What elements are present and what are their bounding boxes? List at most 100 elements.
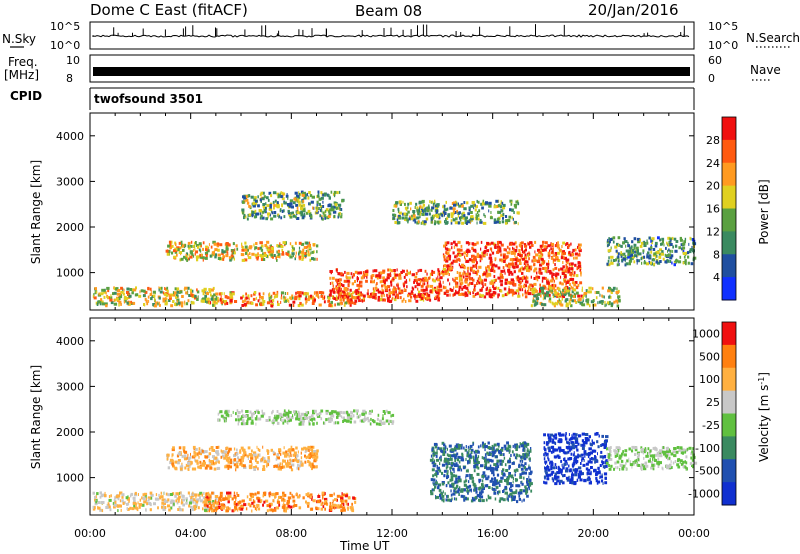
velocity-cell <box>181 494 184 498</box>
power-cell <box>217 296 219 300</box>
velocity-cell <box>589 442 591 446</box>
velocity-cell <box>491 446 495 450</box>
power-cell <box>226 244 228 248</box>
power-cell <box>106 296 109 299</box>
power-cell <box>638 259 641 263</box>
power-cell <box>501 220 505 224</box>
power-cell <box>356 296 360 300</box>
power-cell <box>341 290 345 294</box>
power-cell <box>144 294 146 298</box>
power-cell <box>543 248 547 252</box>
velocity-cell <box>572 464 574 468</box>
velocity-cell <box>491 467 495 471</box>
velocity-cell <box>588 435 591 439</box>
velocity-cell <box>134 491 137 495</box>
power-cell <box>335 278 338 282</box>
power-cell <box>544 293 548 297</box>
velocity-cell <box>291 493 293 497</box>
power-cell <box>571 253 574 256</box>
power-cell <box>570 274 572 278</box>
power-cell <box>152 290 156 294</box>
power-cell <box>197 295 199 299</box>
power-cell <box>568 300 571 304</box>
power-cell <box>414 275 418 279</box>
power-cell <box>169 246 172 250</box>
velocity-cell <box>454 464 458 467</box>
power-cell <box>320 196 324 200</box>
power-cell <box>403 212 407 216</box>
power-cell <box>397 210 400 213</box>
power-cell <box>410 207 412 211</box>
power-cell <box>544 266 548 270</box>
velocity-cell <box>581 432 585 436</box>
power-cell <box>301 254 304 258</box>
power-cell <box>276 258 278 262</box>
power-cell <box>555 301 557 305</box>
velocity-cell <box>508 494 511 498</box>
power-cell <box>334 303 336 307</box>
velocity-cell <box>271 493 275 497</box>
velocity-cell <box>453 489 456 493</box>
power-cell <box>473 255 477 259</box>
power-cell <box>190 291 192 295</box>
power-cell <box>553 258 557 262</box>
power-cell <box>507 268 511 272</box>
power-cell <box>176 253 178 257</box>
power-cell <box>480 281 483 285</box>
velocity-cell <box>554 441 556 445</box>
power-cell <box>565 263 567 267</box>
velocity-cell <box>94 495 96 499</box>
power-cell <box>118 300 122 304</box>
velocity-cell <box>281 497 283 501</box>
power-cell <box>519 280 522 284</box>
velocity-cell <box>549 433 554 437</box>
power-cell <box>616 304 620 308</box>
power-cell <box>444 272 448 276</box>
power-cell <box>615 258 617 262</box>
velocity-cell <box>104 491 106 495</box>
velocity-cell <box>117 509 119 513</box>
power-cell <box>543 296 546 300</box>
velocity-cell <box>489 466 493 470</box>
power-cell <box>463 201 466 204</box>
power-cell <box>484 246 487 250</box>
velocity-cell <box>233 501 236 504</box>
velocity-cell <box>599 471 601 475</box>
velocity-cell <box>198 496 201 500</box>
power-cell <box>188 246 191 250</box>
power-cell <box>465 286 469 290</box>
velocity-cell <box>113 503 117 507</box>
power-cell <box>185 291 188 295</box>
velocity-cell <box>483 456 486 460</box>
power-cell <box>451 246 453 250</box>
power-cell <box>337 279 340 282</box>
velocity-cell <box>314 418 316 422</box>
power-cell <box>424 282 426 286</box>
power-cell <box>170 245 172 249</box>
power-cell <box>295 291 297 295</box>
power-cell <box>688 242 690 246</box>
velocity-cell <box>215 501 219 505</box>
nsky-label: N.Sky <box>2 32 36 46</box>
power-cell <box>147 286 150 290</box>
power-cell <box>113 298 115 302</box>
velocity-cell <box>300 415 302 419</box>
power-cell <box>510 262 515 266</box>
power-cell <box>523 243 527 247</box>
velocity-cell <box>566 462 568 466</box>
power-cell <box>285 194 289 198</box>
power-cell <box>104 302 108 306</box>
velocity-cell <box>153 502 156 506</box>
velocity-cell <box>342 411 346 415</box>
power-heatmap <box>92 190 697 308</box>
power-cell <box>305 211 309 215</box>
power-cell <box>126 301 129 305</box>
power-cell <box>437 270 441 274</box>
velocity-cell <box>268 418 271 422</box>
velocity-cell <box>564 459 568 463</box>
power-cell <box>561 293 564 297</box>
power-cell <box>551 289 553 293</box>
velocity-cell <box>168 508 171 512</box>
power-cell <box>639 238 641 242</box>
power-cell <box>560 290 562 294</box>
